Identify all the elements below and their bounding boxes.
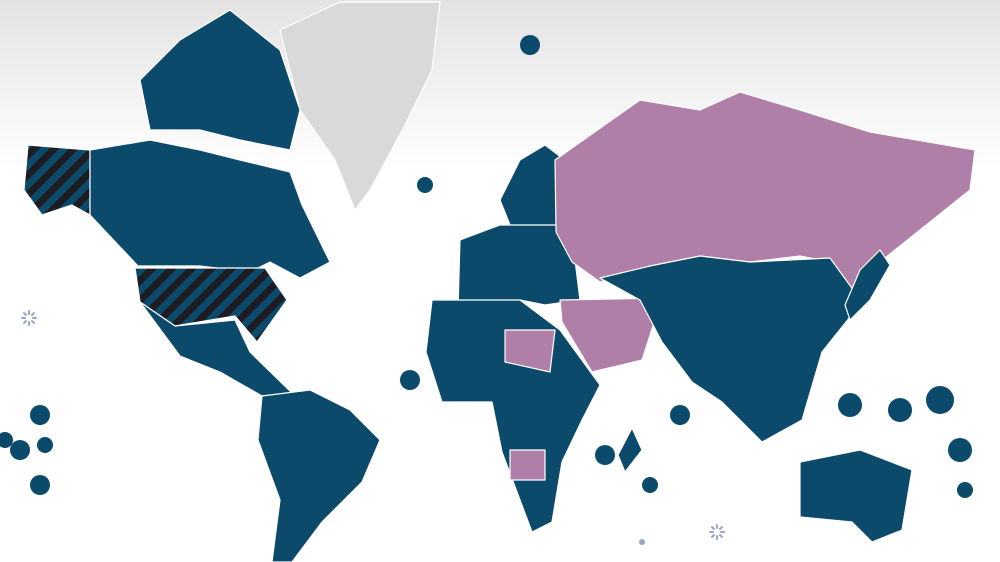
island-group [0,35,973,498]
region-australia[interactable] [799,449,913,543]
loading-spinner-icon [709,524,725,540]
region-south-america[interactable] [257,389,381,562]
region-asia[interactable] [599,255,863,443]
region-canada-arctic-islands[interactable] [139,9,301,151]
loading-spinner-icon [21,310,37,326]
region-japan[interactable] [844,249,891,321]
region-angola[interactable] [509,449,546,481]
region-africa[interactable] [425,299,601,533]
region-madagascar[interactable] [617,427,643,473]
region-alaska[interactable] [23,144,91,216]
map-dot [639,539,645,545]
region-canada[interactable] [89,139,331,279]
region-libya[interactable] [504,329,556,373]
region-greenland[interactable] [279,1,441,211]
